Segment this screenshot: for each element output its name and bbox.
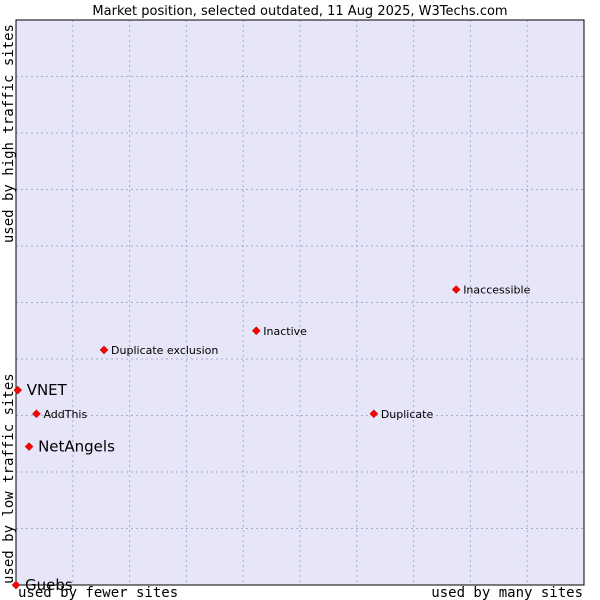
grid-lines	[16, 20, 584, 585]
x-axis-label-right: used by many sites	[431, 585, 583, 600]
data-point-label: AddThis	[43, 408, 87, 421]
data-point-marker	[369, 409, 379, 419]
data-point-label: VNET	[27, 381, 68, 399]
data-point-marker	[99, 345, 109, 355]
data-point-label: Duplicate	[381, 408, 434, 421]
chart-title: Market position, selected outdated, 11 A…	[92, 4, 507, 19]
plot-frame	[15, 19, 585, 586]
data-point-marker	[24, 442, 34, 451]
data-point-label: Inactive	[263, 325, 307, 338]
x-axis-label-left: used by fewer sites	[18, 585, 178, 600]
y-axis-label-bottom: used by low traffic sites	[1, 373, 17, 584]
data-point-marker	[251, 326, 261, 336]
data-point-marker	[11, 580, 21, 590]
data-point-label: Inaccessible	[463, 284, 530, 297]
data-point-marker	[32, 409, 41, 419]
data-point-label: NetAngels	[38, 438, 115, 456]
data-point-label: Duplicate exclusion	[111, 344, 218, 357]
data-point-label: Guebs	[25, 576, 73, 594]
data-points: Inaccessible Inactive Duplicate exclusion V…	[11, 284, 531, 594]
data-point-marker	[13, 385, 23, 395]
data-point-marker	[451, 285, 461, 294]
y-axis-label-top: used by high traffic sites	[1, 24, 17, 243]
